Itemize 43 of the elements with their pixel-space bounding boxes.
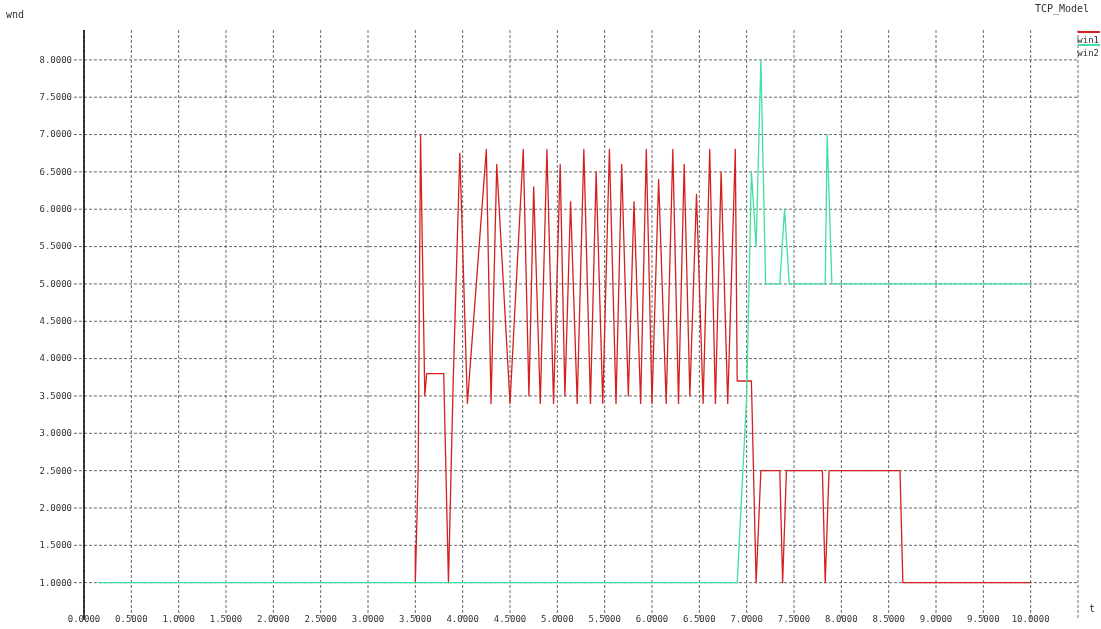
- x-tick-label: 9.5000: [967, 614, 1000, 624]
- y-tick-label: 6.0000: [39, 204, 72, 215]
- x-tick-label: 7.0000: [730, 614, 763, 624]
- x-tick-label: 5.5000: [588, 614, 621, 624]
- x-axis-title: t: [1088, 603, 1095, 614]
- legend-label: win2: [1077, 48, 1099, 58]
- x-tick-label: 1.0000: [162, 614, 195, 624]
- x-tick-label: 3.5000: [399, 614, 432, 624]
- y-tick-label: 2.0000: [39, 502, 72, 513]
- y-tick-label: 5.5000: [39, 241, 72, 252]
- y-tick-label: 7.5000: [39, 92, 72, 103]
- x-tick-label: 10.0000: [1011, 614, 1050, 624]
- y-tick-label: 1.0000: [39, 577, 72, 588]
- x-tick-label: 7.5000: [777, 614, 811, 624]
- y-tick-label: 6.5000: [39, 166, 72, 177]
- y-tick-label: 3.0000: [39, 428, 72, 439]
- x-tick-label: 0.5000: [115, 614, 148, 624]
- y-tick-label: 4.5000: [39, 316, 72, 327]
- x-tick-label: 4.5000: [493, 614, 527, 624]
- x-tick-label: 2.0000: [257, 614, 290, 624]
- y-tick-label: 5.0000: [39, 278, 72, 289]
- y-tick-label: 1.5000: [39, 540, 72, 551]
- x-tick-label: 8.0000: [825, 614, 858, 624]
- x-tick-label: 9.0000: [919, 614, 953, 624]
- y-tick-label: 2.5000: [39, 465, 72, 476]
- y-tick-label: 4.0000: [39, 353, 72, 364]
- x-tick-label: 6.5000: [683, 614, 716, 624]
- x-tick-label: 8.5000: [872, 614, 905, 624]
- x-tick-label: 2.5000: [304, 614, 337, 624]
- x-tick-label: 4.0000: [446, 614, 479, 624]
- y-axis-title: wnd: [6, 9, 25, 20]
- chart-title: TCP_Model: [1034, 3, 1090, 15]
- line-series: [414, 133, 1032, 584]
- x-tick-label: 1.5000: [209, 614, 243, 624]
- x-tick-label: 0.0000: [67, 614, 101, 624]
- legend-label: win1: [1077, 35, 1099, 45]
- x-tick-label: 3.0000: [351, 614, 385, 624]
- y-tick-label: 7.0000: [39, 129, 72, 140]
- x-tick-label: 5.0000: [541, 614, 574, 624]
- y-tick-label: 8.0000: [39, 54, 72, 65]
- line-series: [97, 59, 1032, 584]
- y-tick-label: 3.5000: [39, 390, 72, 401]
- x-tick-label: 6.0000: [635, 614, 669, 624]
